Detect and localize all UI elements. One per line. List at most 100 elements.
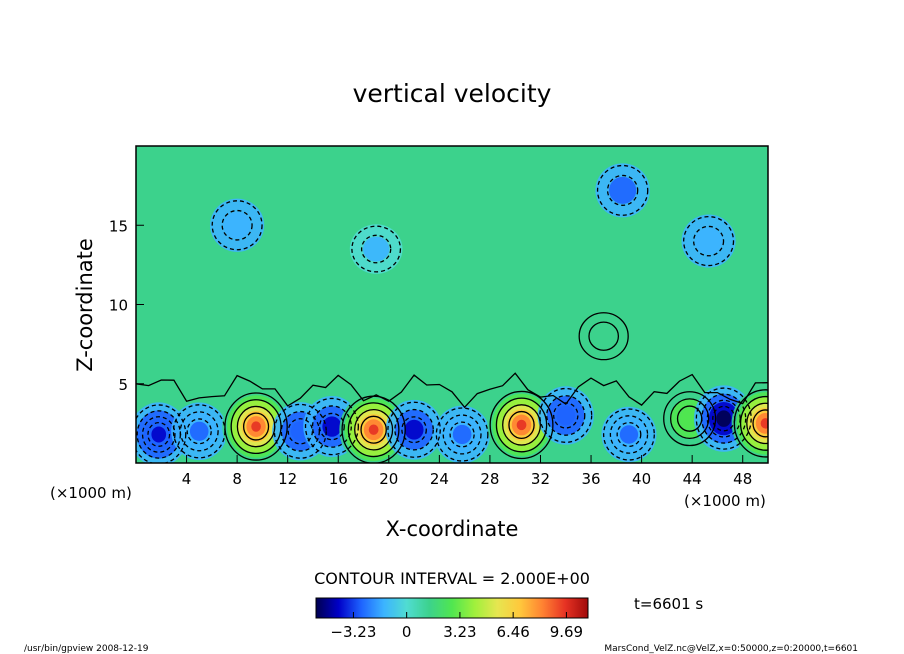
contour-line (669, 398, 710, 439)
contour-line (221, 209, 253, 241)
field-level (251, 421, 261, 432)
x-tick-label: 48 (733, 470, 752, 488)
contour-line (186, 418, 212, 445)
field-level (695, 227, 723, 255)
field-feature (601, 406, 657, 463)
x-tick-label: 4 (182, 470, 192, 488)
field-level (368, 424, 379, 435)
y-tick-label: 15 (109, 217, 128, 235)
field-level (151, 426, 167, 443)
plot-area (135, 145, 769, 464)
contour-line (596, 164, 649, 216)
contour-line (553, 402, 579, 429)
y-tick: 15 (109, 217, 144, 235)
contour-interval-label: CONTOUR INTERVAL = 2.000E+00 (314, 569, 590, 588)
feature-contours (273, 403, 327, 459)
field-level (322, 416, 342, 437)
field-feature (222, 390, 290, 463)
colorbar-tick-label: −3.23 (330, 623, 376, 641)
contour-line (394, 408, 434, 451)
x-tick-label: 8 (232, 470, 242, 488)
contour-line (609, 415, 649, 454)
contour-line (578, 312, 629, 361)
colorbar-tick-label: 3.23 (443, 623, 476, 641)
contour-line (695, 387, 752, 450)
field-level (404, 419, 424, 440)
x-tick: 8 (232, 455, 242, 488)
field-feature (434, 405, 491, 463)
contour-line (211, 200, 263, 251)
field-level (223, 211, 251, 239)
x-tick: 48 (733, 455, 752, 488)
field-feature (210, 198, 265, 252)
contour-line (588, 321, 620, 351)
x-tick-label: 32 (531, 470, 550, 488)
contour-line (442, 414, 482, 455)
contour-line (546, 395, 586, 436)
x-tick: 4 (182, 455, 192, 488)
contour-line (606, 174, 639, 206)
feature-contours (578, 312, 629, 361)
field-level (760, 418, 768, 429)
field-feature (171, 402, 228, 461)
field-feature (349, 224, 403, 274)
contour-line (489, 390, 554, 460)
field-feature (577, 310, 631, 362)
colorbar-tick: 6.46 (496, 612, 530, 641)
contour-line (435, 407, 489, 462)
x-tick: 12 (278, 455, 297, 488)
colorbar-tick: 9.69 (550, 612, 583, 641)
contour-line (602, 408, 655, 461)
field-feature (731, 386, 768, 460)
colorbar-tick-label: 6.46 (496, 623, 529, 641)
field-level (619, 425, 639, 444)
feature-contours (211, 200, 263, 251)
x-tick-label: 40 (632, 470, 651, 488)
y-tick-label: 5 (118, 376, 128, 394)
field-feature (385, 399, 443, 460)
colorbar-tick-label: 9.69 (550, 623, 583, 641)
contour-line (360, 234, 392, 264)
field-level (516, 419, 527, 431)
time-label: t=6601 s (634, 595, 703, 613)
feature-contours (435, 407, 489, 462)
field-level (362, 236, 390, 262)
x-axis-label: X-coordinate (386, 517, 519, 541)
field-feature (681, 214, 736, 268)
x-tick: 16 (329, 455, 348, 488)
x-axis-ticks: 4 8 12 16 20 24 28 32 36 40 44 48 (182, 455, 752, 488)
x-tick: 40 (632, 455, 651, 488)
field-level (452, 424, 472, 445)
x-tick-label: 20 (379, 470, 398, 488)
contour-line (273, 403, 327, 459)
contour-line (495, 397, 548, 453)
contour-line (752, 409, 768, 438)
contour-line (692, 225, 725, 257)
contour-line (663, 391, 717, 447)
contour-line (683, 215, 735, 267)
x-tick-label: 12 (278, 470, 297, 488)
contour-line (147, 422, 171, 447)
x-tick-label: 16 (329, 470, 348, 488)
contour-line (401, 416, 427, 444)
y-tick: 10 (109, 297, 144, 315)
contour-line (351, 225, 402, 273)
y-axis-label: Z-coordinate (73, 238, 97, 372)
field-level (556, 405, 576, 426)
velocity-field (136, 163, 768, 463)
feature-contours (683, 215, 735, 267)
feature-contours (351, 225, 402, 273)
feature-contours (539, 387, 593, 443)
contour-line (230, 399, 282, 455)
contour-line (616, 421, 642, 448)
feature-contours (602, 408, 655, 461)
x-tick-label: 28 (480, 470, 499, 488)
field-level (590, 323, 617, 349)
contour-line (287, 418, 314, 445)
colorbar: −3.23 0 3.23 6.46 9.69 (315, 597, 589, 641)
zero-contour (136, 372, 768, 409)
feature-contours (304, 397, 359, 456)
colorbar-tick: 3.23 (443, 612, 477, 641)
y-tick: 5 (118, 376, 144, 394)
